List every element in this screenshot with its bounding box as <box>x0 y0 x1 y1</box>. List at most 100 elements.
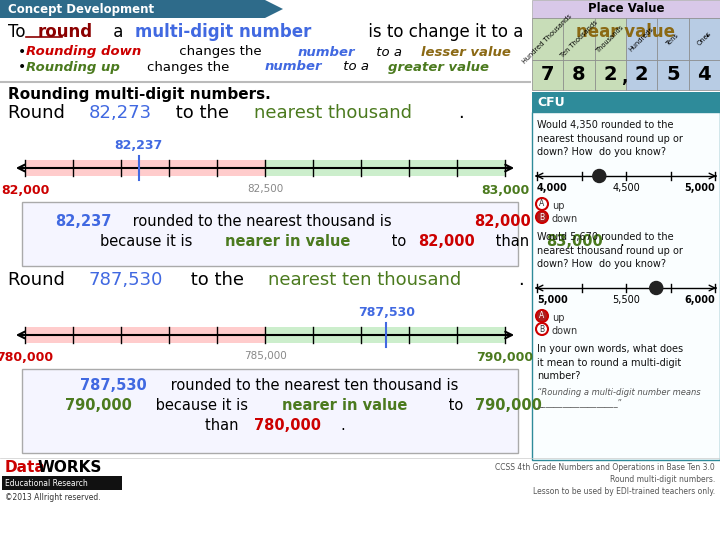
Text: “Rounding a multi-digit number means: “Rounding a multi-digit number means <box>537 388 701 397</box>
Text: Educational Research: Educational Research <box>5 478 88 488</box>
Circle shape <box>536 198 548 210</box>
Text: 787,530: 787,530 <box>358 306 415 319</box>
Text: .: . <box>341 418 346 434</box>
Text: 82,237: 82,237 <box>114 139 163 152</box>
Text: than: than <box>205 418 243 434</box>
Text: .: . <box>518 271 523 289</box>
Text: ___________________”: ___________________” <box>537 398 622 407</box>
Text: 82,000: 82,000 <box>474 213 531 228</box>
Text: 787,530: 787,530 <box>89 271 163 289</box>
Text: Rounding up: Rounding up <box>26 60 120 73</box>
Text: nearest thousand: nearest thousand <box>254 104 412 122</box>
Bar <box>532 0 720 18</box>
Bar <box>0 0 265 18</box>
Text: because it is: because it is <box>151 399 253 414</box>
Bar <box>265 327 505 343</box>
Text: Round: Round <box>8 271 71 289</box>
Text: Concept Development: Concept Development <box>8 3 154 16</box>
Text: multi-digit number: multi-digit number <box>135 23 312 41</box>
Text: Rounding down: Rounding down <box>26 45 141 58</box>
FancyBboxPatch shape <box>22 202 518 266</box>
Text: up: up <box>552 313 564 323</box>
Text: Tens: Tens <box>665 32 680 46</box>
Text: ,: , <box>621 68 627 86</box>
Bar <box>532 60 563 90</box>
Text: to: to <box>387 233 411 248</box>
Text: Would 5,670 rounded to the
nearest thousand round up or
down? How  do you know?: Would 5,670 rounded to the nearest thous… <box>537 232 683 269</box>
Bar <box>563 60 595 90</box>
Text: A: A <box>539 312 544 321</box>
Text: Hundreds: Hundreds <box>629 25 655 52</box>
Bar <box>532 112 720 460</box>
Text: nearer in value: nearer in value <box>225 233 351 248</box>
Text: 83,000: 83,000 <box>546 233 603 248</box>
Text: up: up <box>552 201 564 211</box>
Text: 5,500: 5,500 <box>612 295 640 305</box>
Text: greater value: greater value <box>388 60 490 73</box>
Bar <box>657 60 688 90</box>
Text: number: number <box>297 45 355 58</box>
Text: 8: 8 <box>572 65 586 84</box>
Text: 2: 2 <box>635 65 649 84</box>
Text: In your own words, what does
it mean to round a multi-digit
number?: In your own words, what does it mean to … <box>537 344 683 381</box>
Text: 82,237: 82,237 <box>55 213 112 228</box>
Text: to a: to a <box>372 45 410 58</box>
Text: number: number <box>264 60 322 73</box>
Bar <box>265 160 505 176</box>
Text: 6,000: 6,000 <box>684 295 715 305</box>
Bar <box>595 18 626 60</box>
Text: B: B <box>539 325 544 334</box>
Text: CFU: CFU <box>537 96 564 109</box>
Text: 82,000: 82,000 <box>418 233 474 248</box>
Circle shape <box>536 310 548 322</box>
Text: 5: 5 <box>666 65 680 84</box>
Text: lesser value: lesser value <box>421 45 511 58</box>
Ellipse shape <box>593 170 606 183</box>
Text: down: down <box>552 326 578 336</box>
Bar <box>657 18 688 60</box>
Text: To: To <box>8 23 31 41</box>
Bar <box>595 60 626 90</box>
Text: to the: to the <box>170 104 235 122</box>
Circle shape <box>536 323 548 335</box>
Text: 780,000: 780,000 <box>0 351 53 364</box>
Text: .: . <box>704 23 709 41</box>
Text: to a: to a <box>338 60 377 73</box>
Bar <box>626 18 657 60</box>
Text: round: round <box>37 23 92 41</box>
Text: Thousands: Thousands <box>595 24 625 54</box>
Text: WORKS: WORKS <box>38 461 102 476</box>
Ellipse shape <box>649 281 662 294</box>
Bar <box>532 92 720 112</box>
Text: •: • <box>18 45 26 59</box>
Bar <box>688 18 720 60</box>
Text: •: • <box>18 60 26 74</box>
Text: Ones: Ones <box>696 31 713 47</box>
Text: near value: near value <box>577 23 675 41</box>
Text: 2: 2 <box>603 65 617 84</box>
Text: Round: Round <box>8 104 71 122</box>
Text: 5,000: 5,000 <box>537 295 568 305</box>
Text: changes the: changes the <box>147 60 238 73</box>
Bar <box>25 327 265 343</box>
Text: 790,000: 790,000 <box>65 399 132 414</box>
Text: to the: to the <box>185 271 250 289</box>
Text: Lesson to be used by EDI-trained teachers only.: Lesson to be used by EDI-trained teacher… <box>533 488 715 496</box>
Text: nearer in value: nearer in value <box>282 399 408 414</box>
Text: ©2013 Allright reserved.: ©2013 Allright reserved. <box>5 494 101 503</box>
Text: 790,000: 790,000 <box>477 351 534 364</box>
Text: 790,000: 790,000 <box>475 399 542 414</box>
Polygon shape <box>265 0 283 18</box>
Bar <box>688 60 720 90</box>
Text: 780,000: 780,000 <box>254 418 321 434</box>
Circle shape <box>536 211 548 223</box>
Text: 787,530: 787,530 <box>80 379 147 394</box>
FancyBboxPatch shape <box>22 369 518 453</box>
Text: 4,500: 4,500 <box>612 183 640 193</box>
Text: 4: 4 <box>698 65 711 84</box>
Bar <box>626 60 657 90</box>
Text: 83,000: 83,000 <box>481 184 529 197</box>
Text: 785,000: 785,000 <box>243 351 287 361</box>
Text: .: . <box>458 104 464 122</box>
Text: 82,500: 82,500 <box>247 184 283 194</box>
